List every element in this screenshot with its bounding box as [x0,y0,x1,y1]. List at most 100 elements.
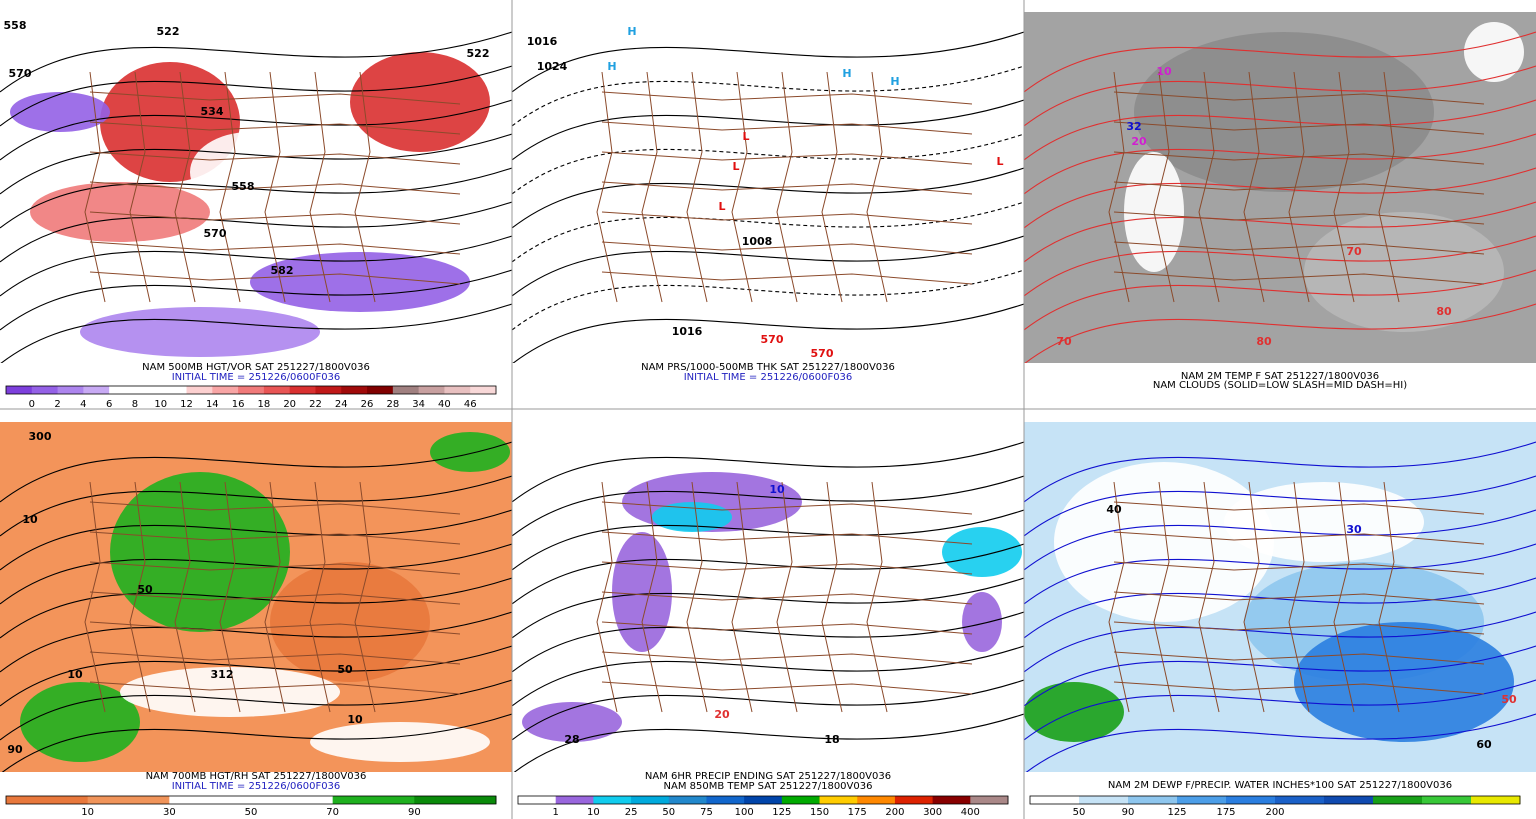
legend-swatch [160,386,188,394]
contour-label: 20 [714,708,730,721]
field-shading [1294,622,1514,742]
state-border [219,71,241,303]
legend-label: 22 [309,399,322,410]
state-border [264,481,286,713]
map-area: HHHHHLLLL1016102410081016570570 [512,12,1024,363]
state-border [601,211,973,225]
state-border [1333,481,1355,713]
contour-line [512,645,1024,707]
state-border [601,501,973,515]
field-shading [110,472,290,632]
legend-label: 25 [625,807,638,818]
field-shading [1054,462,1274,622]
caption-title: NAM 2M TEMP F SAT 251227/1800V036 [1181,371,1379,382]
legend-swatch [1373,796,1423,804]
legend-swatch [6,386,33,394]
state-border [1288,481,1310,713]
contour-line [512,303,1024,363]
contour-label: 1024 [537,60,568,73]
map-panel: HHHHHLLLL1016102410081016570570NAM PRS/1… [512,12,1024,383]
legend-label: 20 [283,399,296,410]
state-border [89,211,461,225]
legend-label: 30 [163,807,176,818]
contour-label: 570 [204,227,227,240]
legend-label: 8 [132,399,138,410]
legend-label: 200 [885,807,904,818]
legend-swatch [1030,796,1080,804]
legend-swatch [289,386,316,394]
state-border [89,621,461,635]
map-area: 300 10 50 10 312 50 10 90 [0,422,512,772]
contour-label: L [732,160,739,173]
state-border [601,651,973,665]
contour-label: H [890,75,899,88]
legend-swatch [744,796,783,804]
map-area: 30 40 50 60 [1024,422,1536,772]
contour-line [0,441,512,503]
legend-swatch [668,796,707,804]
caption-subtitle: INITIAL TIME = 251226/0600F036 [172,781,341,792]
contour-line [1,713,512,772]
legend-label: 26 [361,399,374,410]
caption-title: NAM 500MB HGT/VOR SAT 251227/1800V036 [142,362,370,373]
contour-line [0,269,512,331]
state-border [1113,591,1485,605]
legend-label: 300 [923,807,942,818]
state-border [89,91,461,105]
state-border [354,71,376,303]
legend-swatch [169,796,252,804]
contour-line [0,65,512,127]
state-border [731,481,753,713]
state-border [129,71,151,303]
state-border [1198,481,1220,713]
contour-label: 90 [7,743,23,756]
legend-swatch [186,386,213,394]
legend-label: 4 [80,399,86,410]
caption-subtitle: NAM 850MB TEMP SAT 251227/1800V036 [664,781,873,792]
contour-line [512,65,1024,127]
contour-line [512,577,1024,639]
field-shading [80,307,320,357]
state-border [1113,91,1485,105]
caption-title: NAM 6HR PRECIP ENDING SAT 251227/1800V03… [645,771,891,782]
map-panel: 10 20 28 18 NAM 6HR PRECIP ENDING SAT 251227… [512,422,1024,818]
legend-swatch [57,386,84,394]
state-border [866,481,888,713]
contour-label: L [718,200,725,213]
contour-line [512,99,1024,161]
legend-label: 1 [553,807,559,818]
contour-line [1024,303,1536,363]
contour-label: 1016 [672,325,703,338]
contour-line [512,133,1024,195]
legend-label: 125 [1167,807,1186,818]
contour-line [1024,543,1536,605]
legend-swatch [332,796,415,804]
state-border [219,481,241,713]
state-border [1113,651,1485,665]
contour-label: 10 [347,713,363,726]
field-shading [522,702,622,742]
contour-line [512,167,1024,229]
state-border [1243,71,1265,303]
contour-label: 534 [201,105,224,118]
state-border [776,481,798,713]
legend-swatch [781,796,821,804]
state-border [174,71,196,303]
legend-swatch [518,796,557,804]
field-shading [350,52,490,152]
legend-label: 70 [326,807,339,818]
contour-label: 558 [232,180,255,193]
field-shading [430,432,510,472]
caption-subtitle: INITIAL TIME = 251226/0600F036 [684,372,853,383]
contour-label: 10 [769,483,785,496]
contour-line [512,441,1024,503]
legend-swatch [414,796,497,804]
legend-frame [5,385,497,395]
contour-line [512,235,1024,297]
state-border [821,481,843,713]
contour-label: H [627,25,636,38]
contour-line [512,679,1024,741]
state-border [354,481,376,713]
state-border [601,91,973,105]
